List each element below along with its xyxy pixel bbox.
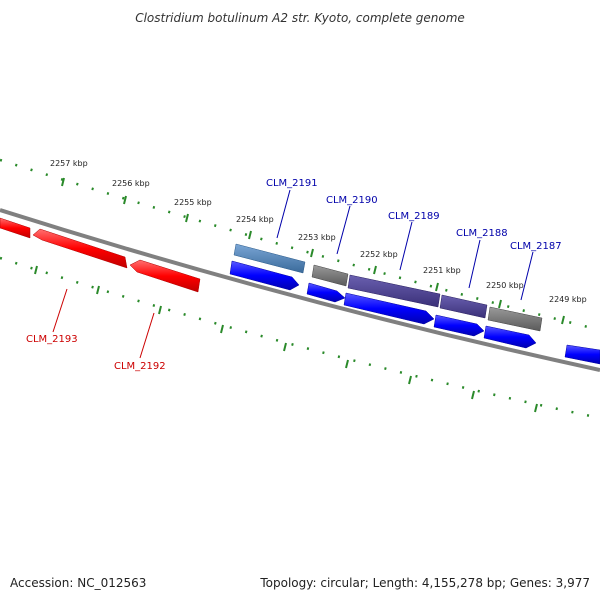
genome-backbone bbox=[0, 208, 600, 372]
gene-steel bbox=[233, 243, 306, 274]
gene-arrow-blue-1 bbox=[229, 260, 300, 291]
gene-arrow-blue-4 bbox=[433, 314, 485, 337]
gene-label-clm-2193: CLM_2193 bbox=[26, 334, 78, 345]
topology-summary-text: Topology: circular; Length: 4,155,278 bp… bbox=[259, 576, 590, 590]
gene-arrow-red-1 bbox=[0, 217, 31, 239]
gene-grey-2 bbox=[487, 306, 543, 332]
gene-label-clm-2191: CLM_2191 bbox=[266, 178, 318, 189]
gene-label-clm-2192: CLM_2192 bbox=[114, 361, 166, 372]
tick-label-2252: 2252 kbp bbox=[360, 250, 398, 259]
tick-label-2256: 2256 kbp bbox=[112, 179, 150, 188]
red-genes bbox=[0, 217, 201, 293]
gene-label-clm-2189: CLM_2189 bbox=[388, 211, 440, 222]
gene-purple-2 bbox=[439, 294, 488, 319]
blue-leader-lines bbox=[276, 189, 534, 301]
gene-labels: CLM_2193 CLM_2192 CLM_2191 CLM_2190 CLM_… bbox=[26, 178, 562, 372]
other-genes bbox=[233, 243, 543, 332]
tick-label-2249: 2249 kbp bbox=[549, 295, 587, 304]
gene-grey-1 bbox=[311, 264, 349, 287]
gene-label-clm-2187: CLM_2187 bbox=[510, 241, 562, 252]
gene-label-clm-2190: CLM_2190 bbox=[326, 195, 378, 206]
tick-label-2251: 2251 kbp bbox=[423, 266, 461, 275]
accession-text: Accession: NC_012563 bbox=[10, 576, 146, 590]
inner-ruler bbox=[0, 256, 600, 420]
map-title: Clostridium botulinum A2 str. Kyoto, com… bbox=[135, 11, 465, 25]
gene-arrow-red-2 bbox=[32, 228, 128, 269]
tick-label-2255: 2255 kbp bbox=[174, 198, 212, 207]
gene-label-clm-2188: CLM_2188 bbox=[456, 228, 508, 239]
gene-purple bbox=[347, 274, 441, 308]
gene-arrow-blue-3 bbox=[343, 292, 435, 325]
red-leader-lines bbox=[52, 288, 155, 359]
tick-label-2250: 2250 kbp bbox=[486, 281, 524, 290]
gene-arrow-blue-6 bbox=[564, 344, 600, 365]
gene-arrow-red-3 bbox=[129, 259, 201, 293]
gene-arrow-blue-2 bbox=[306, 282, 346, 303]
gene-arrow-blue-5 bbox=[483, 325, 537, 349]
tick-label-2257: 2257 kbp bbox=[50, 159, 88, 168]
ruler-ticks bbox=[61, 177, 565, 325]
tick-label-2253: 2253 kbp bbox=[298, 233, 336, 242]
blue-genes bbox=[229, 260, 600, 365]
ruler-tick-labels: 2257 kbp 2256 kbp 2255 kbp 2254 kbp 2253… bbox=[50, 159, 587, 304]
tick-label-2254: 2254 kbp bbox=[236, 215, 274, 224]
